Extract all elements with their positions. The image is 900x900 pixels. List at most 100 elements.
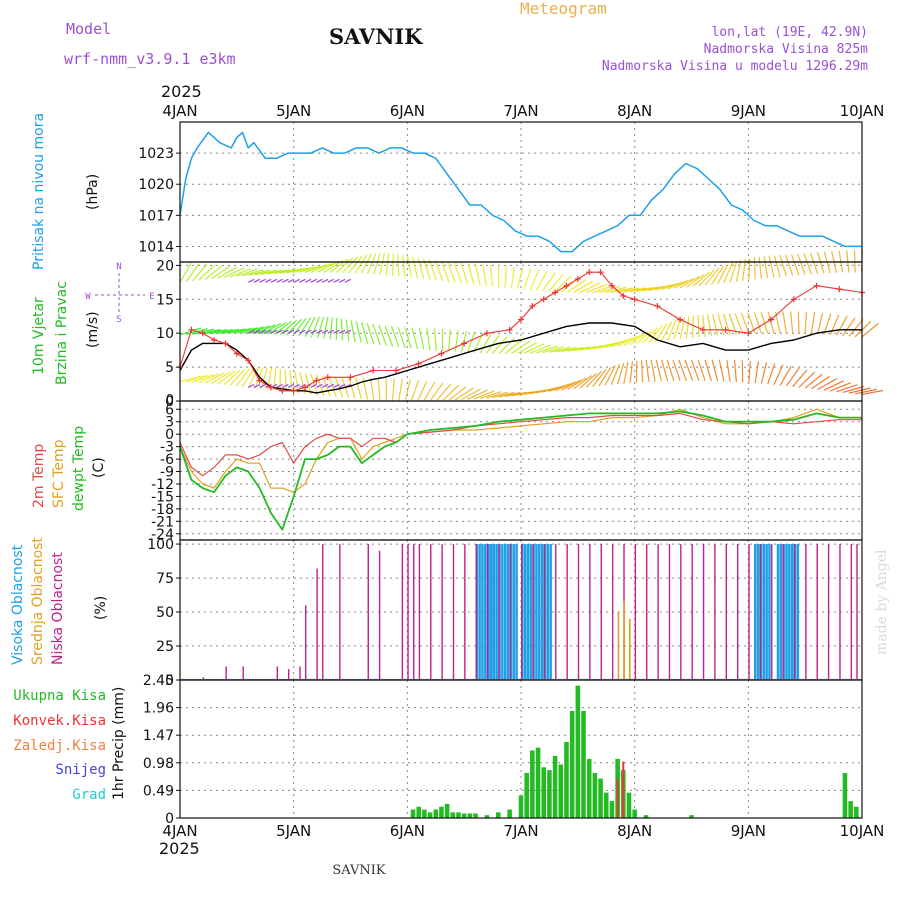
wind-arrow [672, 359, 681, 381]
wind-arrow [723, 262, 733, 284]
wind-arrow [264, 329, 272, 334]
wind-arrow [579, 372, 598, 389]
wind-arrow [492, 391, 515, 399]
wind-arrow [661, 281, 683, 291]
low-cloud-bar [725, 544, 727, 680]
wind-arrow [842, 385, 865, 393]
wind-arrow [629, 331, 649, 346]
wind-arrow [490, 264, 494, 287]
wind-arrow [467, 331, 476, 353]
low-cloud-bar [714, 544, 716, 680]
low-cloud-bar [339, 544, 341, 680]
precip-total-bar [626, 792, 632, 818]
wind-arrow [855, 388, 877, 395]
legend-freezing-rain: Zaledj.Kisa [13, 738, 106, 754]
precip-total-bar [450, 812, 456, 818]
footer-station: SAVNIK [332, 863, 386, 878]
wind-arrow [333, 278, 340, 283]
wind-arrow [573, 375, 592, 390]
low-cloud-bar [589, 544, 591, 680]
wind-arrow [592, 284, 614, 294]
wind-arrow [797, 253, 806, 275]
wind-arrow [260, 367, 268, 389]
wind-gust-marker [631, 296, 638, 303]
low-cloud-bar [759, 544, 762, 680]
wind-arrow [366, 253, 377, 275]
temperature-ytick-label: -12 [151, 477, 174, 493]
pressure-frame [179, 121, 863, 263]
wind-arrow [384, 325, 394, 347]
low-cloud-bar [600, 544, 602, 680]
wind-arrow [310, 316, 320, 338]
wind-arrow [861, 389, 884, 396]
wind-arrow [229, 268, 251, 278]
wind-arrow [248, 367, 260, 388]
wind-arrow [327, 383, 335, 389]
wind-arrow [338, 329, 346, 334]
watermark: made by Angel [874, 549, 890, 655]
wind-gust-marker [302, 384, 309, 391]
wind-arrow [803, 253, 812, 275]
wind-arrow [223, 267, 244, 279]
wind-arrow [773, 255, 781, 277]
wind-arrow [740, 312, 750, 335]
wind-arrow [486, 391, 508, 399]
wind-arrow [734, 313, 744, 335]
high-cloud-bar [492, 544, 496, 680]
wind-arrow [282, 278, 289, 283]
coords-label: lon,lat (19E, 42.9N) [711, 25, 868, 40]
wind-arrow [321, 383, 329, 389]
wind-arrow [404, 379, 411, 402]
wind-arrow [768, 255, 775, 278]
wind-arrow [567, 377, 587, 390]
wind-gust-marker [677, 316, 684, 323]
wind-arrow [223, 369, 241, 386]
wind-arrow [279, 268, 302, 274]
wind-gust-marker [518, 316, 524, 323]
wind-ytick-label: 15 [156, 292, 174, 308]
wind-arrow-field [179, 250, 884, 402]
wind-arrow [229, 327, 252, 334]
precip-ytick-label: 1.96 [143, 701, 174, 717]
legend-snow: Snijeg [55, 762, 106, 778]
wind-arrow [273, 268, 296, 274]
precip-total-bar [461, 813, 467, 818]
wind-gust-marker [654, 303, 661, 310]
wind-arrow [417, 380, 428, 402]
temperature-ytick-label: -9 [160, 465, 174, 481]
wind-arrow [729, 261, 738, 283]
wind-ylabel: 10m Vjetar [31, 297, 47, 375]
precip-total-bar [564, 741, 569, 818]
pressure-ytick-label: 1017 [138, 208, 174, 224]
precip-total-bar [518, 795, 524, 818]
wind-arrow [635, 360, 638, 383]
wind-arrow [287, 329, 295, 334]
wind-arrow [641, 360, 644, 383]
xtick-label-bottom: 10JAN [840, 822, 885, 840]
wind-arrow [474, 263, 481, 286]
wind-arrow [373, 253, 381, 275]
wind-arrow [661, 359, 669, 382]
wind-arrow [718, 359, 725, 382]
wind-arrow [690, 359, 700, 381]
chart-kind-title: Meteogram [520, 0, 607, 18]
wind-arrow [335, 317, 338, 340]
wind-arrow [267, 269, 290, 275]
precip-ylabel: 1hr Precip (mm) [111, 687, 127, 800]
wind-compass: N S W E [85, 262, 154, 325]
precip-total-bar [444, 803, 450, 818]
wind-arrow [610, 363, 621, 385]
wind-arrow [686, 273, 705, 288]
wind-arrow [542, 346, 564, 354]
wind-arrow [692, 315, 694, 338]
low-cloud-bar [748, 544, 750, 680]
wind-arrow [447, 261, 456, 283]
wind-arrow [655, 359, 662, 382]
wind-arrow [517, 342, 537, 354]
pressure-ytick-label: 1023 [138, 146, 174, 162]
wind-gust-marker [313, 377, 320, 384]
xtick-label-bottom: 4JAN [162, 822, 197, 840]
wind-ytick-label: 5 [165, 360, 174, 376]
wind-arrow [304, 316, 316, 337]
